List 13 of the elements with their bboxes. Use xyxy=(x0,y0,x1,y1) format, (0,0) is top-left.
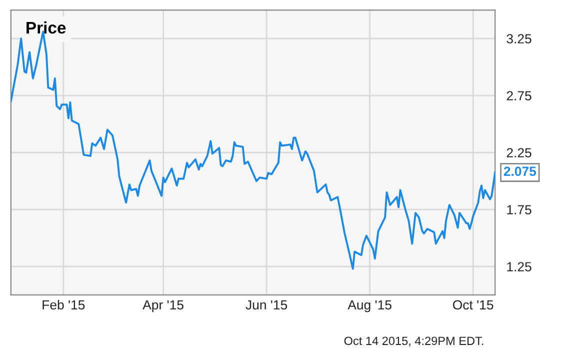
y-tick-label: 1.25 xyxy=(507,262,532,272)
x-tick-label: Feb '15 xyxy=(42,300,85,310)
x-tick-label: Aug '15 xyxy=(348,300,392,312)
y-tick-label: 3.25 xyxy=(506,34,532,44)
x-tick-label: Jun '15 xyxy=(246,300,288,310)
annotation: 2.075 xyxy=(504,166,536,176)
text: Oct 14 2015, 4:29PM EDT. xyxy=(344,336,484,346)
y-tick-label: 2.75 xyxy=(506,91,532,100)
text: Price xyxy=(26,21,66,34)
y-tick-label: 2.25 xyxy=(506,148,532,158)
x-tick-label: Oct '15 xyxy=(453,300,494,310)
y-tick-label: 1.75 xyxy=(507,205,532,214)
x-tick-label: Apr '15 xyxy=(142,300,184,312)
